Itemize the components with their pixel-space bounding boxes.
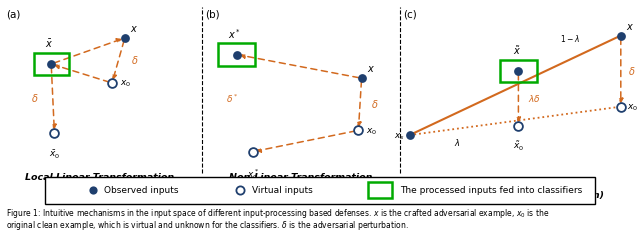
Point <box>616 34 626 37</box>
Text: $\delta^*$: $\delta^*$ <box>226 92 239 105</box>
Text: (b): (b) <box>205 9 220 19</box>
Text: $\bar{x}_0$: $\bar{x}_0$ <box>49 148 60 160</box>
Bar <box>500 60 537 82</box>
Text: Local Linear Transformation: Local Linear Transformation <box>24 173 174 182</box>
Text: $\lambda\delta$: $\lambda\delta$ <box>528 93 541 104</box>
Text: $x_0^*$: $x_0^*$ <box>246 167 259 182</box>
Text: $\delta$: $\delta$ <box>131 55 139 66</box>
Text: Non-Linear Transformation: Non-Linear Transformation <box>229 173 372 182</box>
Text: $x$: $x$ <box>367 64 375 74</box>
Text: $\delta$: $\delta$ <box>628 65 636 77</box>
Text: $x_s$: $x_s$ <box>394 131 404 141</box>
Text: $x^*$: $x^*$ <box>228 27 241 41</box>
Text: Figure 1: Intuitive mechanisms in the input space of different input-processing : Figure 1: Intuitive mechanisms in the in… <box>6 207 550 220</box>
Point <box>88 188 98 192</box>
Bar <box>368 182 392 198</box>
Point <box>353 128 364 132</box>
Bar <box>34 53 69 75</box>
Text: $\bar{x}$: $\bar{x}$ <box>45 38 53 50</box>
Bar <box>218 43 255 66</box>
Text: The processed inputs fed into classifiers: The processed inputs fed into classifier… <box>400 186 582 195</box>
Text: Virtual inputs: Virtual inputs <box>252 186 312 195</box>
Text: $\delta$: $\delta$ <box>31 92 38 104</box>
Point <box>356 76 367 80</box>
Text: $1-\lambda$: $1-\lambda$ <box>559 33 580 44</box>
Text: Observed inputs: Observed inputs <box>104 186 179 195</box>
Point <box>248 150 258 154</box>
Text: $\tilde{x}$: $\tilde{x}$ <box>513 44 521 57</box>
Point <box>232 53 242 56</box>
Text: $x$: $x$ <box>626 22 634 32</box>
Point <box>513 69 524 73</box>
Text: $x$: $x$ <box>130 24 138 34</box>
Point <box>616 105 626 109</box>
Text: $x_0$: $x_0$ <box>120 79 131 89</box>
Point <box>46 62 56 66</box>
Point <box>49 131 60 135</box>
Text: original clean example, which is virtual and unknown for the classifiers. $\delt: original clean example, which is virtual… <box>6 219 409 232</box>
Point <box>513 124 524 128</box>
Point <box>404 133 415 137</box>
Text: $\tilde{x}_0$: $\tilde{x}_0$ <box>513 140 524 153</box>
Text: $x_0$: $x_0$ <box>366 126 377 137</box>
Text: $\lambda$: $\lambda$ <box>454 137 461 148</box>
Point <box>107 81 117 85</box>
Text: (c): (c) <box>403 9 417 19</box>
Text: Mixup Inference
(Global Linear Transformation): Mixup Inference (Global Linear Transform… <box>440 180 604 200</box>
Point <box>120 36 130 40</box>
Bar <box>45 177 595 204</box>
Text: (a): (a) <box>6 9 20 19</box>
Point <box>235 188 245 192</box>
Text: $x_0$: $x_0$ <box>627 103 638 113</box>
Text: $\delta$: $\delta$ <box>371 98 379 110</box>
